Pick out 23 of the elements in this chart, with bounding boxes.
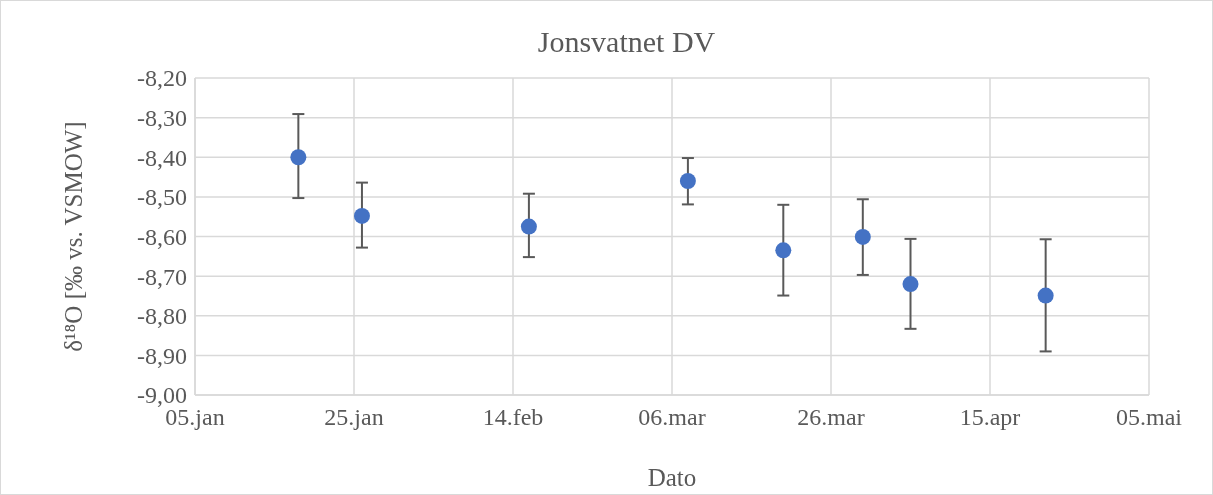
- x-axis-title: Dato: [647, 464, 697, 491]
- x-tick-label: 06.mar: [638, 404, 706, 430]
- y-tick-label: -8,40: [137, 144, 187, 171]
- y-tick-label: -8,90: [137, 342, 187, 369]
- y-tick-label: -8,70: [137, 263, 187, 290]
- x-tick-label: 15.apr: [959, 404, 1021, 430]
- y-tick-label: -8,60: [137, 223, 187, 250]
- y-tick-label: -8,80: [137, 303, 187, 330]
- point: [353, 207, 370, 224]
- y-axis-title: δ¹⁸O [‰ vs. VSMOW]: [60, 121, 87, 352]
- point: [775, 242, 792, 259]
- point: [1037, 287, 1054, 304]
- point: [290, 149, 307, 166]
- point: [902, 276, 919, 293]
- y-tick-label: -8,30: [137, 105, 187, 132]
- y-tick-label: -8,50: [137, 184, 187, 211]
- x-tick-label: 25.jan: [324, 404, 384, 430]
- chart-title: Jonsvatnet DV: [537, 25, 716, 58]
- x-tick-label: 14.feb: [482, 404, 544, 430]
- y-tick-label: -8,20: [137, 65, 187, 92]
- point: [854, 228, 871, 245]
- x-tick-label: 05.mai: [1116, 404, 1183, 430]
- x-tick-label: 26.mar: [797, 404, 865, 430]
